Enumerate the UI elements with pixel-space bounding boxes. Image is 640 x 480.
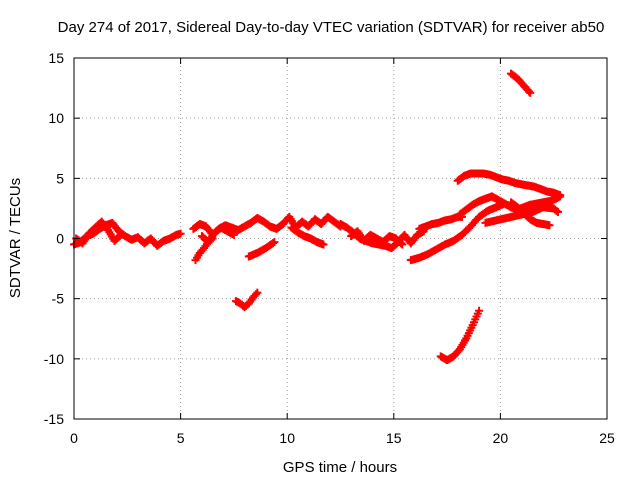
y-tick-label: 0 (56, 231, 64, 247)
data-point (545, 221, 554, 230)
series-arc-7 (232, 288, 262, 312)
data-point (526, 88, 535, 97)
series-arc-14 (453, 169, 565, 200)
data-point (524, 87, 533, 96)
x-tick-label: 10 (279, 430, 295, 446)
x-axis-label: GPS time / hours (283, 459, 397, 476)
data-point (116, 230, 125, 239)
series-arc-18 (481, 203, 562, 227)
y-tick-label: 10 (48, 110, 64, 126)
y-axis-label: SDTVAR / TECUs (7, 178, 24, 298)
data-point (115, 232, 124, 241)
axis-ticks: 0 5 10 15 20 25 -15 -10 -5 0 5 10 15 (44, 50, 615, 446)
data-point (251, 290, 260, 299)
series-arc-16 (436, 306, 484, 365)
data-point (319, 240, 328, 249)
x-tick-label: 20 (493, 430, 509, 446)
data-point (556, 191, 565, 200)
series-arc-5 (197, 223, 238, 247)
data-point (268, 239, 277, 248)
x-tick-label: 15 (386, 430, 402, 446)
data-point (270, 238, 279, 247)
data-point (253, 288, 262, 297)
data-points (70, 69, 565, 365)
data-point (176, 229, 185, 238)
data-point (553, 208, 562, 217)
data-point (552, 206, 561, 215)
series-arc-10 (347, 227, 407, 249)
y-tick-label: -15 (44, 411, 64, 427)
y-tick-label: -5 (52, 291, 65, 307)
series-arc-6 (244, 238, 279, 261)
y-tick-label: 15 (48, 50, 64, 66)
data-point (397, 239, 406, 248)
x-tick-label: 5 (177, 430, 185, 446)
data-point (398, 240, 407, 249)
x-tick-label: 0 (70, 430, 78, 446)
series-arc-8 (287, 223, 328, 249)
data-point (229, 230, 238, 239)
series-arc-2 (72, 217, 125, 248)
data-point (475, 306, 484, 315)
chart-title: Day 274 of 2017, Sidereal Day-to-day VTE… (58, 19, 605, 36)
x-tick-label: 25 (599, 430, 615, 446)
series-arc-17 (507, 69, 535, 97)
y-tick-label: -10 (44, 351, 64, 367)
y-tick-label: 5 (56, 170, 64, 186)
